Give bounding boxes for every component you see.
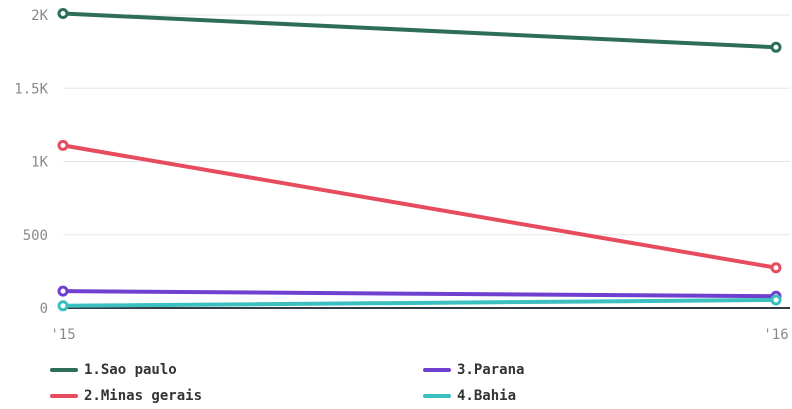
data-point [57,285,69,297]
series-line [61,143,778,270]
data-point [57,8,69,20]
data-point [770,294,782,306]
y-tick-label: 500 [23,228,48,244]
legend-swatch-sao-paulo [50,368,78,372]
series-line [61,297,778,308]
legend-label-parana: 3.Parana [457,362,525,378]
data-point [57,300,69,312]
y-tick-label: 0 [40,301,48,317]
x-tick-label: '16 [763,327,788,343]
legend-swatch-bahia [423,394,451,398]
legend-swatch-parana [423,368,451,372]
y-tick-label: 1K [31,155,48,171]
series-line [61,11,778,50]
y-tick-label: 2K [31,8,48,24]
data-point [770,41,782,53]
chart-legend: 1.Sao paulo 2.Minas gerais 3.Parana 4.Ba… [0,352,792,409]
legend-item-parana[interactable]: 3.Parana [423,360,524,380]
legend-label-minas-gerais: 2.Minas gerais [84,388,203,404]
legend-swatch-minas-gerais [50,394,78,398]
legend-item-minas-gerais[interactable]: 2.Minas gerais [50,386,202,406]
legend-item-bahia[interactable]: 4.Bahia [423,386,516,406]
line-chart: 0 500 1K 1.5K 2K '15 '16 [14,8,790,343]
legend-label-bahia: 4.Bahia [457,388,517,404]
y-tick-label: 1.5K [14,81,48,97]
data-point [770,262,782,274]
x-tick-label: '15 [50,327,75,343]
legend-item-sao-paulo[interactable]: 1.Sao paulo [50,360,177,380]
legend-label-sao-paulo: 1.Sao paulo [84,362,177,378]
data-point [57,139,69,151]
series-line [61,289,778,299]
